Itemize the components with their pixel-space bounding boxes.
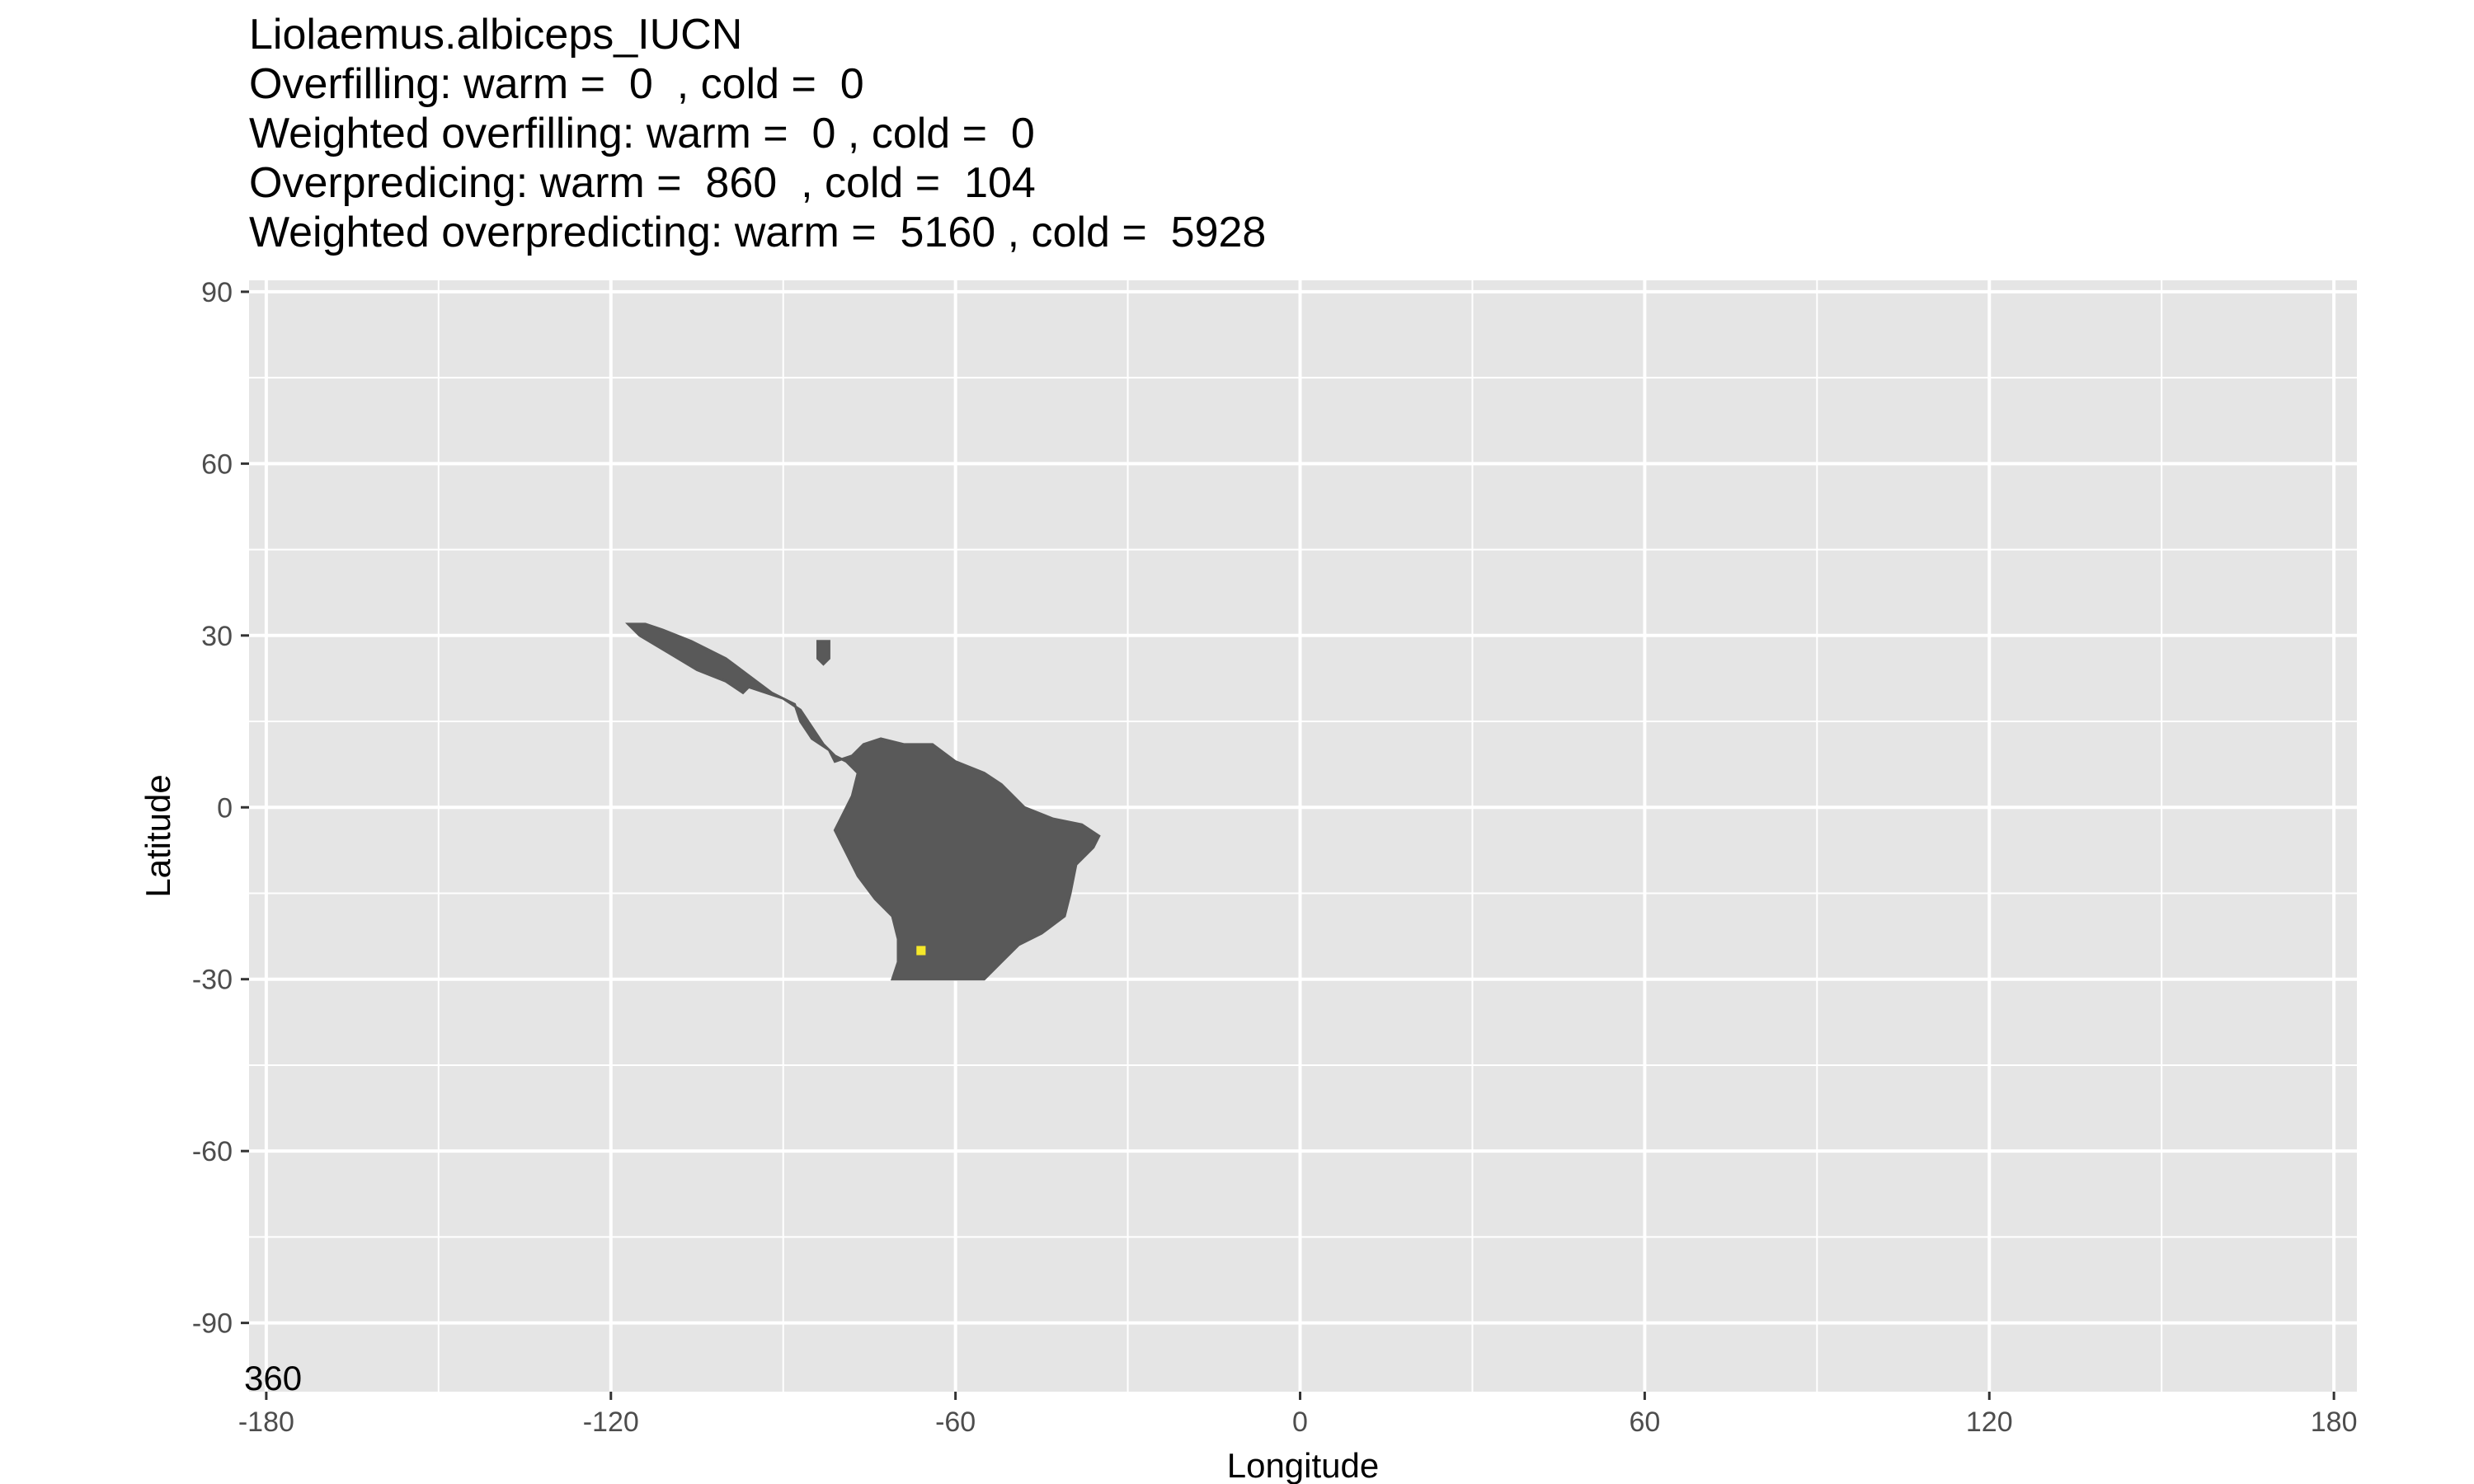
corner-label: 360 [244,1359,302,1397]
chart-title-block: Liolaemus.albiceps_IUCN Overfilling: war… [249,10,2393,257]
x-tick-label: -60 [935,1407,976,1438]
subtitle-overfilling: Overfilling: warm = 0 , cold = 0 [249,60,864,108]
x-tick-label: -120 [583,1407,639,1438]
x-axis-label: Longitude [1227,1446,1380,1484]
axes: -180 -120 -60 0 60 120 180 90 60 30 0 -30 -60 -90 [192,277,2358,1438]
range-polygon [625,622,1101,981]
plot-panel [249,280,2357,1392]
y-tick-label: -30 [192,965,233,996]
range-polygon [816,640,830,666]
y-tick-label: -90 [192,1308,233,1340]
y-tick-label: 60 [201,448,233,480]
major-gridlines [249,280,2357,1392]
minor-gridlines [249,280,2357,1392]
x-tick-label: 0 [1292,1407,1308,1438]
y-tick-label: 90 [201,277,233,308]
x-tick-label: 120 [1966,1407,2013,1438]
x-tick-label: -180 [238,1407,294,1438]
subtitle-weighted-overpredicting: Weighted overpredicting: warm = 5160 , c… [249,209,1267,256]
subtitle-weighted-overfilling: Weighted overfilling: warm = 0 , cold = … [249,110,1035,157]
y-tick-label: 0 [217,792,233,824]
x-tick-label: 180 [2311,1407,2358,1438]
y-tick-label: -60 [192,1136,233,1167]
species-range-layer [625,622,1101,981]
chart-title: Liolaemus.albiceps_IUCN [249,11,743,59]
subtitle-overpredicting: Overpredicing: warm = 860 , cold = 104 [249,159,1036,207]
x-tick-label: 60 [1629,1407,1660,1438]
y-tick-label: 30 [201,621,233,652]
y-axis-label: Latitude [139,774,177,897]
highlight-cell [916,946,926,956]
